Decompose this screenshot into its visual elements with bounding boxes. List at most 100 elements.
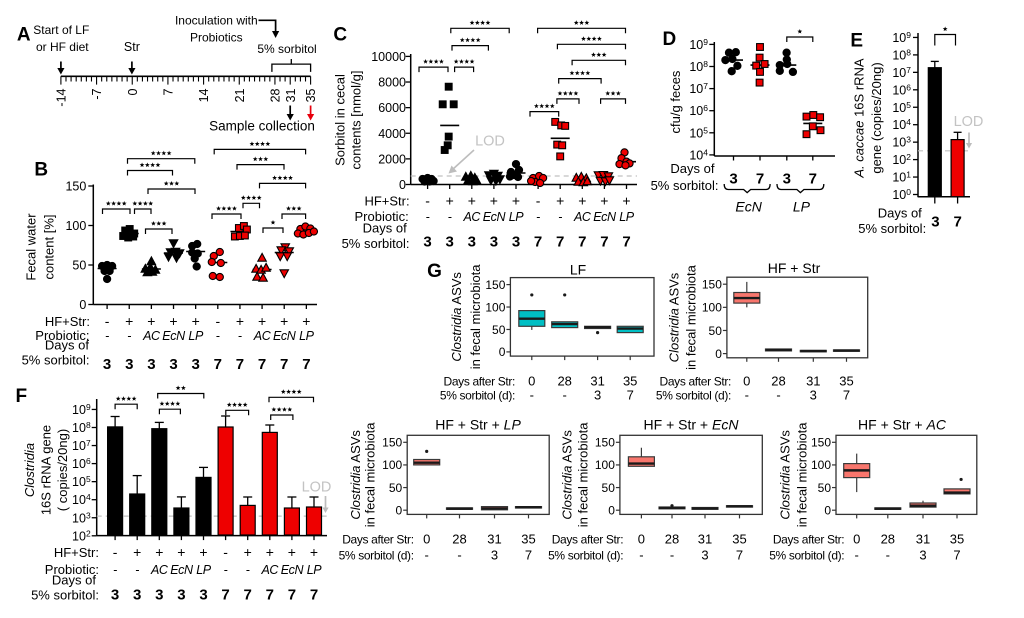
svg-text:+: + — [147, 313, 155, 329]
svg-text:0: 0 — [499, 345, 506, 359]
svg-text:Clostridia ASVs: Clostridia ASVs — [449, 272, 464, 362]
svg-text:Probiotic:: Probiotic: — [35, 328, 89, 343]
svg-text:Sample collection: Sample collection — [209, 119, 315, 134]
svg-text:100: 100 — [702, 301, 722, 315]
svg-text:Days of: Days of — [52, 573, 96, 588]
svg-text:6000: 6000 — [378, 101, 406, 115]
svg-text:-: - — [558, 210, 562, 224]
svg-text:50: 50 — [818, 481, 832, 495]
svg-text:-: - — [113, 544, 118, 560]
svg-text:3: 3 — [103, 356, 111, 373]
svg-text:3: 3 — [468, 234, 476, 251]
svg-text:LP: LP — [619, 210, 635, 224]
svg-text:35: 35 — [623, 374, 637, 389]
svg-text:B: B — [34, 159, 48, 180]
svg-text:-: - — [670, 548, 674, 563]
svg-text:LP: LP — [188, 329, 204, 343]
svg-text:-: - — [223, 544, 228, 560]
svg-text:3: 3 — [490, 234, 498, 251]
svg-text:LP: LP — [793, 199, 811, 215]
svg-text:EcN: EcN — [170, 563, 194, 577]
svg-text:+: + — [177, 544, 185, 560]
svg-text:EcN: EcN — [735, 199, 762, 215]
svg-text:21: 21 — [233, 88, 247, 102]
svg-text:7: 7 — [525, 548, 532, 563]
svg-text:Days after Str:: Days after Str: — [552, 533, 623, 547]
svg-text:+: + — [236, 313, 244, 329]
svg-text:5% sorbitol (d):: 5% sorbitol (d): — [656, 389, 731, 403]
svg-text:28: 28 — [557, 374, 571, 389]
svg-text:-: - — [216, 329, 220, 343]
svg-text:-: - — [855, 548, 859, 563]
svg-text:100: 100 — [485, 300, 505, 314]
svg-text:AC: AC — [463, 210, 482, 224]
svg-text:-: - — [536, 192, 541, 208]
svg-text:EcN: EcN — [483, 210, 507, 224]
svg-text:in fecal microbiota: in fecal microbiota — [363, 422, 378, 528]
svg-text:+: + — [512, 192, 520, 208]
svg-text:0: 0 — [396, 504, 403, 518]
svg-text:3: 3 — [594, 388, 601, 403]
svg-text:5% sorbitol:: 5% sorbitol: — [651, 178, 719, 193]
svg-text:31: 31 — [806, 374, 820, 389]
svg-text:Inoculation with: Inoculation with — [175, 13, 258, 27]
svg-text:A. caccae 16S rRNA: A. caccae 16S rRNA — [852, 58, 867, 179]
svg-text:+: + — [302, 313, 310, 329]
svg-text:5% sorbitol:: 5% sorbitol: — [342, 236, 410, 251]
svg-text:50: 50 — [72, 259, 86, 273]
svg-text:7: 7 — [600, 234, 608, 251]
svg-text:50: 50 — [389, 481, 403, 495]
svg-text:Days after Str:: Days after Str: — [660, 375, 731, 389]
svg-text:5% sorbitol (d):: 5% sorbitol (d): — [548, 549, 623, 563]
svg-text:-: - — [530, 388, 534, 403]
svg-text:AC: AC — [150, 563, 169, 577]
svg-text:A: A — [17, 24, 31, 45]
svg-text:E: E — [850, 31, 863, 52]
svg-text:Days after Str:: Days after Str: — [342, 533, 413, 547]
svg-text:+: + — [288, 544, 296, 560]
svg-text:7: 7 — [954, 214, 962, 231]
svg-text:3: 3 — [169, 356, 177, 373]
svg-text:D: D — [663, 29, 677, 50]
svg-text:C: C — [333, 25, 347, 46]
svg-text:-: - — [639, 548, 643, 563]
svg-text:7: 7 — [236, 356, 244, 373]
svg-text:LOD: LOD — [475, 134, 505, 150]
svg-text:-: - — [745, 388, 749, 403]
svg-text:LP: LP — [299, 329, 315, 343]
svg-text:3: 3 — [729, 170, 737, 187]
svg-text:LP: LP — [307, 563, 323, 577]
svg-text:Fecal water: Fecal water — [24, 213, 39, 281]
svg-text:or HF diet: or HF diet — [36, 40, 89, 54]
svg-text:Probiotic:: Probiotic: — [354, 209, 408, 224]
svg-text:-: - — [448, 210, 452, 224]
svg-text:HF+Str:: HF+Str: — [54, 545, 99, 560]
svg-text:150: 150 — [702, 278, 722, 292]
svg-text:3: 3 — [446, 234, 454, 251]
svg-text:+: + — [310, 544, 318, 560]
svg-text:5% sorbitol:: 5% sorbitol: — [22, 353, 90, 368]
svg-text:100: 100 — [382, 458, 402, 472]
svg-text:+: + — [468, 192, 476, 208]
svg-text:3: 3 — [111, 587, 119, 604]
svg-text:+: + — [556, 192, 564, 208]
svg-text:8000: 8000 — [378, 76, 406, 90]
svg-text:LOD: LOD — [302, 480, 332, 496]
svg-text:EcN: EcN — [273, 329, 297, 343]
svg-text:Clostridia ASVs: Clostridia ASVs — [778, 430, 793, 520]
svg-text:gene (copies/20ng): gene (copies/20ng) — [869, 62, 884, 173]
svg-text:4000: 4000 — [378, 127, 406, 141]
svg-text:+: + — [266, 544, 274, 560]
svg-text:( copies/20ng): ( copies/20ng) — [55, 429, 70, 511]
svg-text:Start of LF: Start of LF — [33, 23, 89, 37]
svg-text:5% sorbitol (d):: 5% sorbitol (d): — [440, 389, 515, 403]
svg-text:0: 0 — [638, 532, 645, 547]
svg-text:-: - — [246, 563, 250, 577]
svg-text:5% sorbitol: 5% sorbitol — [257, 42, 316, 56]
svg-text:0: 0 — [423, 532, 430, 547]
svg-text:-: - — [425, 548, 429, 563]
svg-text:7: 7 — [809, 170, 817, 187]
svg-text:in fecal microbiota: in fecal microbiota — [576, 422, 591, 528]
svg-text:5% sorbitol (d):: 5% sorbitol (d): — [339, 549, 414, 563]
svg-text:31: 31 — [284, 88, 298, 102]
